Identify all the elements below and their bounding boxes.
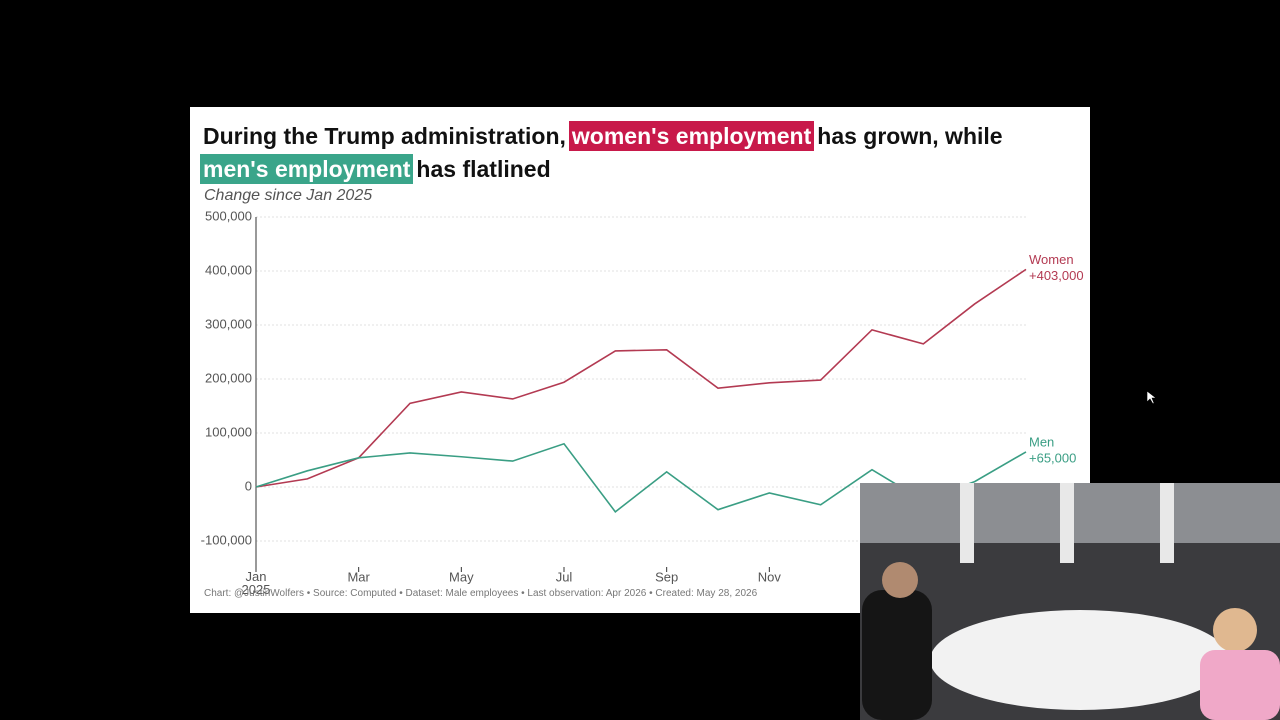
x-tick-label: Jul	[556, 569, 573, 584]
y-tick-label: 300,000	[205, 316, 252, 331]
y-tick-label: 500,000	[205, 208, 252, 223]
x-tick-label: Mar	[347, 569, 370, 584]
title-highlight: women's employment	[568, 121, 815, 151]
series-line	[255, 268, 1027, 488]
value-label: +65,000	[1029, 450, 1076, 465]
y-tick-label: 400,000	[205, 262, 252, 277]
webcam-person	[862, 590, 932, 720]
x-tick-label: Sep	[655, 569, 678, 584]
series-label: Women	[1029, 252, 1074, 267]
webcam-person	[1200, 650, 1280, 720]
y-tick-label: -100,000	[201, 532, 252, 547]
series-label: Men	[1029, 434, 1054, 449]
title-part: has grown, while	[817, 123, 1003, 149]
title-highlight: men's employment	[200, 154, 414, 184]
title-part: has flatlined	[416, 156, 551, 182]
chart-footer: Chart: @JustinWolfers • Source: Computed…	[204, 588, 758, 599]
y-tick-label: 200,000	[205, 370, 252, 385]
webcam-pillar	[1060, 483, 1074, 563]
mouse-cursor	[1146, 390, 1157, 405]
webcam-person	[1213, 608, 1257, 652]
x-tick-label: Nov	[758, 569, 782, 584]
webcam-table	[930, 610, 1230, 710]
webcam	[860, 483, 1280, 720]
title-part: During the Trump administration,	[203, 123, 566, 149]
webcam-person	[882, 562, 918, 598]
y-tick-label: 100,000	[205, 424, 252, 439]
x-tick-label: Jan 2025	[242, 569, 271, 597]
x-tick-label: May	[449, 569, 474, 584]
chart-title: During the Trump administration, women's …	[200, 120, 1080, 186]
webcam-pillar	[1160, 483, 1174, 563]
value-label: +403,000	[1029, 268, 1084, 283]
chart-subtitle: Change since Jan 2025	[204, 187, 373, 204]
y-tick-label: 0	[245, 478, 252, 493]
webcam-pillar	[960, 483, 974, 563]
